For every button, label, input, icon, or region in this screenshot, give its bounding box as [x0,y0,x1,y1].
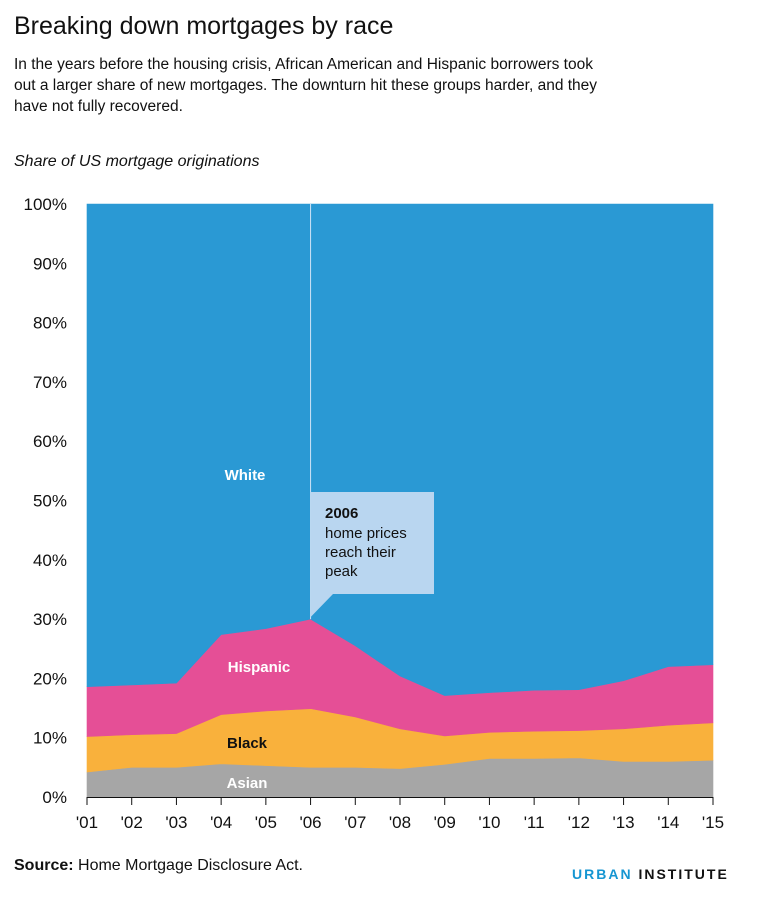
y-tick-label: 70% [33,373,67,392]
source-note: Source: Home Mortgage Disclosure Act. [14,857,303,875]
x-tick-label: '06 [299,813,321,832]
series-label-black: Black [227,735,268,752]
annotation-text-line: reach their [325,544,396,561]
x-tick-label: '11 [524,813,545,832]
chart-subtitle: In the years before the housing crisis, … [14,56,598,115]
area-white [86,203,714,696]
x-tick-label: '01 [76,813,98,832]
x-tick-label: '13 [612,813,634,832]
x-tick-label: '15 [702,813,724,832]
y-tick-label: 100% [24,195,67,214]
y-tick-label: 50% [33,492,67,511]
y-tick-label: 80% [33,314,67,333]
x-tick-label: '09 [434,813,456,832]
brand-part-urban: URBAN [572,866,633,882]
y-tick-label: 0% [42,788,67,807]
annotation-callout: 2006 home prices reach their peak [310,492,434,618]
area-layers [86,203,714,798]
series-label-hispanic: Hispanic [228,659,291,676]
x-tick-label: '03 [165,813,187,832]
series-labels: Asian Black Hispanic White [225,467,291,792]
x-tick-label: '12 [568,813,590,832]
chart-title: Breaking down mortgages by race [14,12,394,40]
annotation-text-line: home prices [325,525,407,542]
y-tick-label: 20% [33,669,67,688]
annotation-box [310,492,434,618]
y-tick-label: 90% [33,254,67,273]
x-tick-label: '10 [478,813,500,832]
x-tick-label: '02 [121,813,143,832]
brand-logo: URBAN INSTITUTE [572,866,729,882]
y-tick-label: 30% [33,610,67,629]
source-label: Source: [14,857,74,874]
source-text: Home Mortgage Disclosure Act. [73,857,303,874]
annotation-title: 2006 [325,505,358,522]
y-tick-label: 60% [33,432,67,451]
brand-part-institute: INSTITUTE [638,866,729,882]
annotation-text-line: peak [325,563,358,580]
x-axis: '01 '02 '03 '04 '05 '06 '07 '08 '09 '10 '11 '12 '13 '… [76,797,724,832]
x-tick-label: '04 [210,813,232,832]
x-tick-label: '14 [657,813,679,832]
x-tick-label: '08 [389,813,411,832]
y-tick-label: 40% [33,551,67,570]
x-tick-label: '07 [344,813,366,832]
series-label-white: White [225,467,266,484]
y-axis: 0% 10% 20% 30% 40% 50% 60% 70% 80% 90% 100% [24,195,67,807]
x-tick-label: '05 [255,813,277,832]
chart-axis-caption: Share of US mortgage originations [14,153,260,170]
y-tick-label: 10% [33,729,67,748]
series-label-asian: Asian [227,775,268,792]
